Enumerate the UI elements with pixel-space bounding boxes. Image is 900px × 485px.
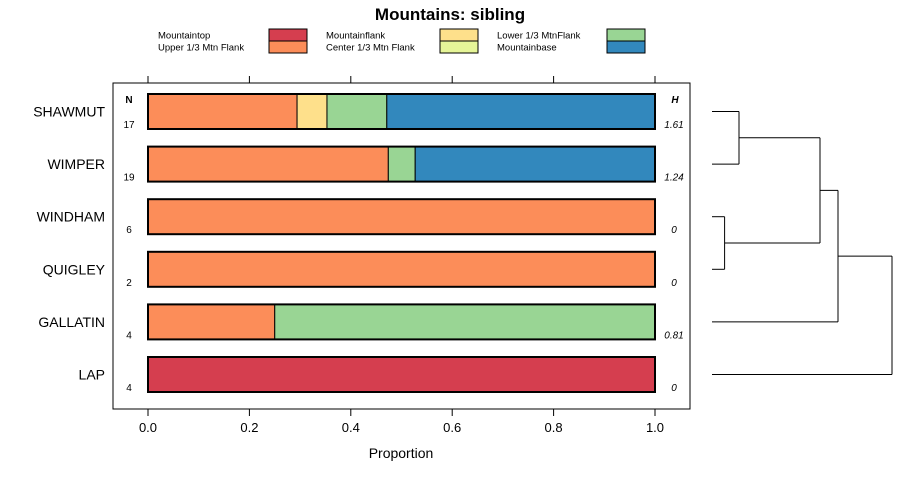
bar-segment-wimper-upper-1-3-mtn-flank bbox=[147, 146, 389, 183]
tick-label-1-0: 1.0 bbox=[646, 420, 664, 435]
legend-swatch-lower-1-3-mtnflank bbox=[606, 28, 646, 42]
bar-segment-shawmut-mountainbase bbox=[386, 93, 656, 130]
bar-segment-quigley-upper-1-3-mtn-flank bbox=[147, 251, 656, 288]
legend-swatch-mountaintop bbox=[268, 28, 308, 42]
bars-group bbox=[147, 93, 657, 393]
bar-outline-lap bbox=[147, 356, 656, 393]
h-value-shawmut: 1.61 bbox=[664, 120, 683, 131]
legend-swatch-mountainbase bbox=[606, 40, 646, 54]
row-label-windham: WINDHAM bbox=[37, 209, 105, 225]
h-value-windham: 0 bbox=[671, 225, 677, 236]
n-value-lap: 4 bbox=[126, 383, 132, 394]
row-label-quigley: QUIGLEY bbox=[43, 261, 106, 277]
legend-swatch-upper-1-3-mtn-flank bbox=[268, 40, 308, 54]
plot-frame bbox=[112, 82, 691, 410]
bar-outline-windham bbox=[147, 198, 656, 236]
n-value-windham: 6 bbox=[126, 225, 132, 236]
tick-label-0-8: 0.8 bbox=[545, 420, 563, 435]
legend-label-upper-1-3-mtn-flank: Upper 1/3 Mtn Flank bbox=[158, 43, 244, 54]
h-value-gallatin: 0.81 bbox=[664, 330, 683, 341]
h-value-lap: 0 bbox=[671, 383, 677, 394]
dendrogram bbox=[712, 111, 893, 375]
bar-segment-wimper-mountainbase bbox=[414, 146, 657, 183]
h-column-header: H bbox=[671, 95, 679, 106]
n-value-gallatin: 4 bbox=[126, 330, 132, 341]
bar-segment-shawmut-mountainflank bbox=[296, 93, 328, 130]
bar-outline-gallatin bbox=[147, 303, 656, 341]
x-axis: 0.0 0.2 0.4 0.6 0.8 1.0 bbox=[139, 76, 664, 435]
tick-label-0-4: 0.4 bbox=[342, 420, 360, 435]
bar-segment-lap-mountaintop bbox=[147, 356, 656, 393]
x-axis-label: Proportion bbox=[369, 445, 434, 461]
tick-label-0-6: 0.6 bbox=[443, 420, 461, 435]
bar-outline-wimper bbox=[147, 145, 656, 183]
n-value-shawmut: 17 bbox=[123, 120, 135, 131]
row-labels: SHAWMUT 17 1.61 WIMPER 19 1.24 WINDHAM 6 0 QUIGLE… bbox=[33, 104, 684, 395]
bar-segment-shawmut-lower-1-3-mtnflank bbox=[326, 93, 388, 130]
h-value-wimper: 1.24 bbox=[664, 173, 684, 184]
tick-label-0-0: 0.0 bbox=[139, 420, 157, 435]
legend-swatch-mountainflank bbox=[439, 28, 479, 42]
bar-outline-shawmut bbox=[147, 93, 656, 130]
tick-label-0-2: 0.2 bbox=[240, 420, 258, 435]
legend-label-mountainflank: Mountainflank bbox=[326, 31, 385, 42]
row-label-gallatin: GALLATIN bbox=[38, 314, 105, 330]
legend-label-lower-1-3-mtnflank: Lower 1/3 MtnFlank bbox=[497, 31, 581, 42]
bar-segment-gallatin-upper-1-3-mtn-flank bbox=[147, 303, 276, 340]
legend-label-center-1-3-mtn-flank: Center 1/3 Mtn Flank bbox=[326, 43, 415, 54]
chart-title: Mountains: sibling bbox=[375, 5, 525, 24]
bar-segment-gallatin-lower-1-3-mtnflank bbox=[274, 303, 656, 340]
legend-swatch-center-1-3-mtn-flank bbox=[439, 40, 479, 54]
n-column-header: N bbox=[125, 95, 132, 106]
n-value-quigley: 2 bbox=[126, 278, 132, 289]
legend-label-mountaintop: Mountaintop bbox=[158, 31, 210, 42]
bar-outline-quigley bbox=[147, 250, 656, 288]
row-label-lap: LAP bbox=[79, 367, 105, 383]
bar-segment-shawmut-upper-1-3-mtn-flank bbox=[147, 93, 298, 130]
legend-label-mountainbase: Mountainbase bbox=[497, 43, 557, 54]
row-label-shawmut: SHAWMUT bbox=[33, 104, 105, 120]
row-label-wimper: WIMPER bbox=[47, 156, 105, 172]
n-value-wimper: 19 bbox=[123, 173, 135, 184]
bar-segment-wimper-lower-1-3-mtnflank bbox=[387, 146, 416, 183]
bar-segment-windham-upper-1-3-mtn-flank bbox=[147, 198, 656, 235]
h-value-quigley: 0 bbox=[671, 278, 677, 289]
